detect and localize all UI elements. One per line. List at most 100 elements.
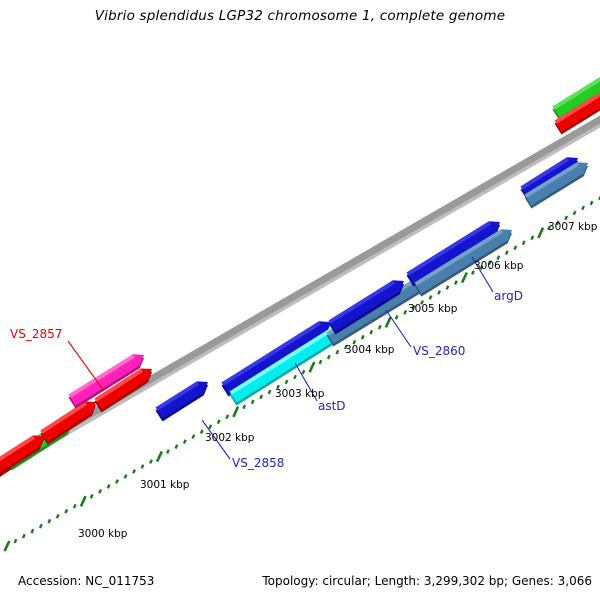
- ruler-minor-tick: [149, 459, 153, 464]
- ruler-minor-tick: [445, 285, 450, 290]
- gene-arrow-body[interactable]: [221, 321, 330, 394]
- ruler-minor-tick: [293, 374, 297, 380]
- gene-label-leader: [471, 256, 494, 293]
- ruler-minor-tick: [123, 474, 128, 479]
- ruler-minor-tick: [504, 250, 509, 255]
- ruler-minor-tick: [284, 379, 289, 385]
- gene-arrow-body[interactable]: [229, 325, 346, 403]
- gene-red-left-lower[interactable]: [0, 435, 44, 476]
- gene-arrow-body[interactable]: [524, 162, 588, 206]
- gene-arrow-body[interactable]: [520, 157, 578, 198]
- gene-steel-argD[interactable]: [414, 229, 512, 297]
- ruler-minor-tick: [343, 344, 348, 350]
- gene-arrow-body[interactable]: [68, 354, 144, 406]
- gene-arrow-body[interactable]: [414, 229, 512, 294]
- ruler-minor-tick: [191, 434, 196, 440]
- ruler-minor-tick: [547, 225, 552, 231]
- ruler-label: 3004 kbp: [345, 344, 395, 356]
- gene-arrow-body[interactable]: [94, 368, 152, 410]
- ruler-minor-tick: [276, 384, 280, 390]
- gene-arrow-body[interactable]: [40, 401, 96, 442]
- ruler-minor-tick: [140, 464, 145, 469]
- ruler-minor-tick: [132, 469, 136, 474]
- gene-magenta-2857[interactable]: [68, 354, 144, 409]
- gene-arrow-body[interactable]: [328, 280, 404, 332]
- gene-label-astD[interactable]: astD: [318, 399, 346, 413]
- ruler-minor-tick: [471, 270, 475, 275]
- ruler-label-group: 3000 kbp 3001 kbp 3002 kbp 3003 kbp 3004 kbp…: [78, 221, 598, 540]
- ruler-minor-tick: [369, 329, 374, 335]
- ruler-minor-tick: [318, 359, 323, 365]
- gene-label-VS_2857[interactable]: VS_2857: [10, 327, 62, 341]
- ruler-minor-tick: [589, 200, 594, 206]
- ruler-minor-tick: [13, 538, 18, 544]
- ruler-tick-group: [0, 195, 600, 552]
- accession-text: Accession: NC_011753: [18, 574, 155, 588]
- ruler-minor-tick: [437, 290, 441, 295]
- ruler-label: 3002 kbp: [205, 432, 255, 444]
- page-title: Vibrio splendidus LGP32 chromosome 1, co…: [94, 8, 506, 24]
- ruler-minor-tick: [72, 503, 77, 509]
- gene-green-topright[interactable]: [552, 75, 600, 121]
- gene-arrow-highlight: [552, 77, 600, 110]
- ruler-minor-tick: [38, 523, 43, 529]
- gene-label-VS_2858[interactable]: VS_2858: [232, 456, 284, 470]
- ruler-minor-tick: [496, 255, 501, 261]
- status-bar: Accession: NC_011753 Topology: circular;…: [0, 566, 600, 600]
- ruler-minor-tick: [47, 518, 52, 524]
- ruler-minor-tick: [598, 195, 600, 201]
- gene-arrow-highlight: [524, 162, 579, 198]
- gene-red-mid-b[interactable]: [94, 368, 152, 413]
- gene-arrow-body[interactable]: [155, 381, 208, 419]
- ruler-minor-tick: [487, 260, 492, 266]
- gene-arrow-body[interactable]: [406, 221, 500, 284]
- gene-blue-argD[interactable]: [406, 221, 500, 287]
- gene-label-leader: [294, 362, 318, 402]
- gene-blue-2859[interactable]: [221, 321, 330, 397]
- gene-cyan-astD[interactable]: [229, 325, 346, 406]
- gene-arrow-highlight: [221, 321, 321, 386]
- ruler-minor-tick: [454, 280, 458, 285]
- ruler-major-tick: [3, 540, 11, 552]
- ruler-minor-tick: [521, 240, 526, 246]
- gene-label-leader: [201, 419, 231, 460]
- ruler-minor-tick: [335, 349, 340, 355]
- gene-blue-2858[interactable]: [155, 381, 208, 422]
- ruler-minor-tick: [428, 295, 433, 300]
- gene-arrow-highlight: [406, 221, 491, 276]
- gene-red-mid-a[interactable]: [40, 401, 96, 445]
- ruler-minor-tick: [352, 339, 357, 345]
- ruler-minor-tick: [250, 399, 255, 405]
- gene-steel-right[interactable]: [524, 162, 588, 209]
- ruler-minor-tick: [581, 205, 585, 211]
- ruler-label: 3003 kbp: [275, 388, 325, 400]
- gene-label-leader: [67, 340, 105, 392]
- gene-arrow-body[interactable]: [326, 269, 441, 344]
- ruler-minor-tick: [242, 404, 247, 410]
- ruler-major-tick: [384, 316, 392, 328]
- gene-label-leader: [385, 309, 412, 348]
- gene-blue-upper-a[interactable]: [328, 280, 404, 335]
- gene-label-VS_2860[interactable]: VS_2860: [413, 344, 465, 358]
- gene-arrow-highlight: [229, 325, 337, 395]
- ruler-minor-tick: [216, 419, 221, 425]
- gene-red-topright[interactable]: [554, 89, 600, 135]
- ruler-major-tick: [155, 450, 163, 463]
- ruler-major-tick: [537, 227, 545, 239]
- gene-label-argD[interactable]: argD: [494, 289, 523, 303]
- ruler-major-tick: [308, 361, 316, 373]
- gene-arrow-highlight: [68, 354, 135, 398]
- ruler-minor-tick: [530, 235, 535, 241]
- gene-arrow-highlight: [554, 92, 600, 124]
- ruler-minor-tick: [394, 314, 399, 320]
- ruler-minor-tick: [208, 424, 213, 430]
- ruler-minor-tick: [30, 528, 35, 534]
- ruler-minor-tick: [420, 300, 424, 305]
- gene-arrow-highlight: [414, 229, 503, 286]
- ruler-minor-tick: [55, 513, 60, 519]
- ruler-major-tick: [79, 495, 87, 507]
- gene-arrow-body[interactable]: [0, 435, 44, 473]
- gene-arrow-group: [0, 75, 600, 477]
- gene-label-group: VS_2857 VS_2858 astD VS_2860 argD: [10, 289, 523, 470]
